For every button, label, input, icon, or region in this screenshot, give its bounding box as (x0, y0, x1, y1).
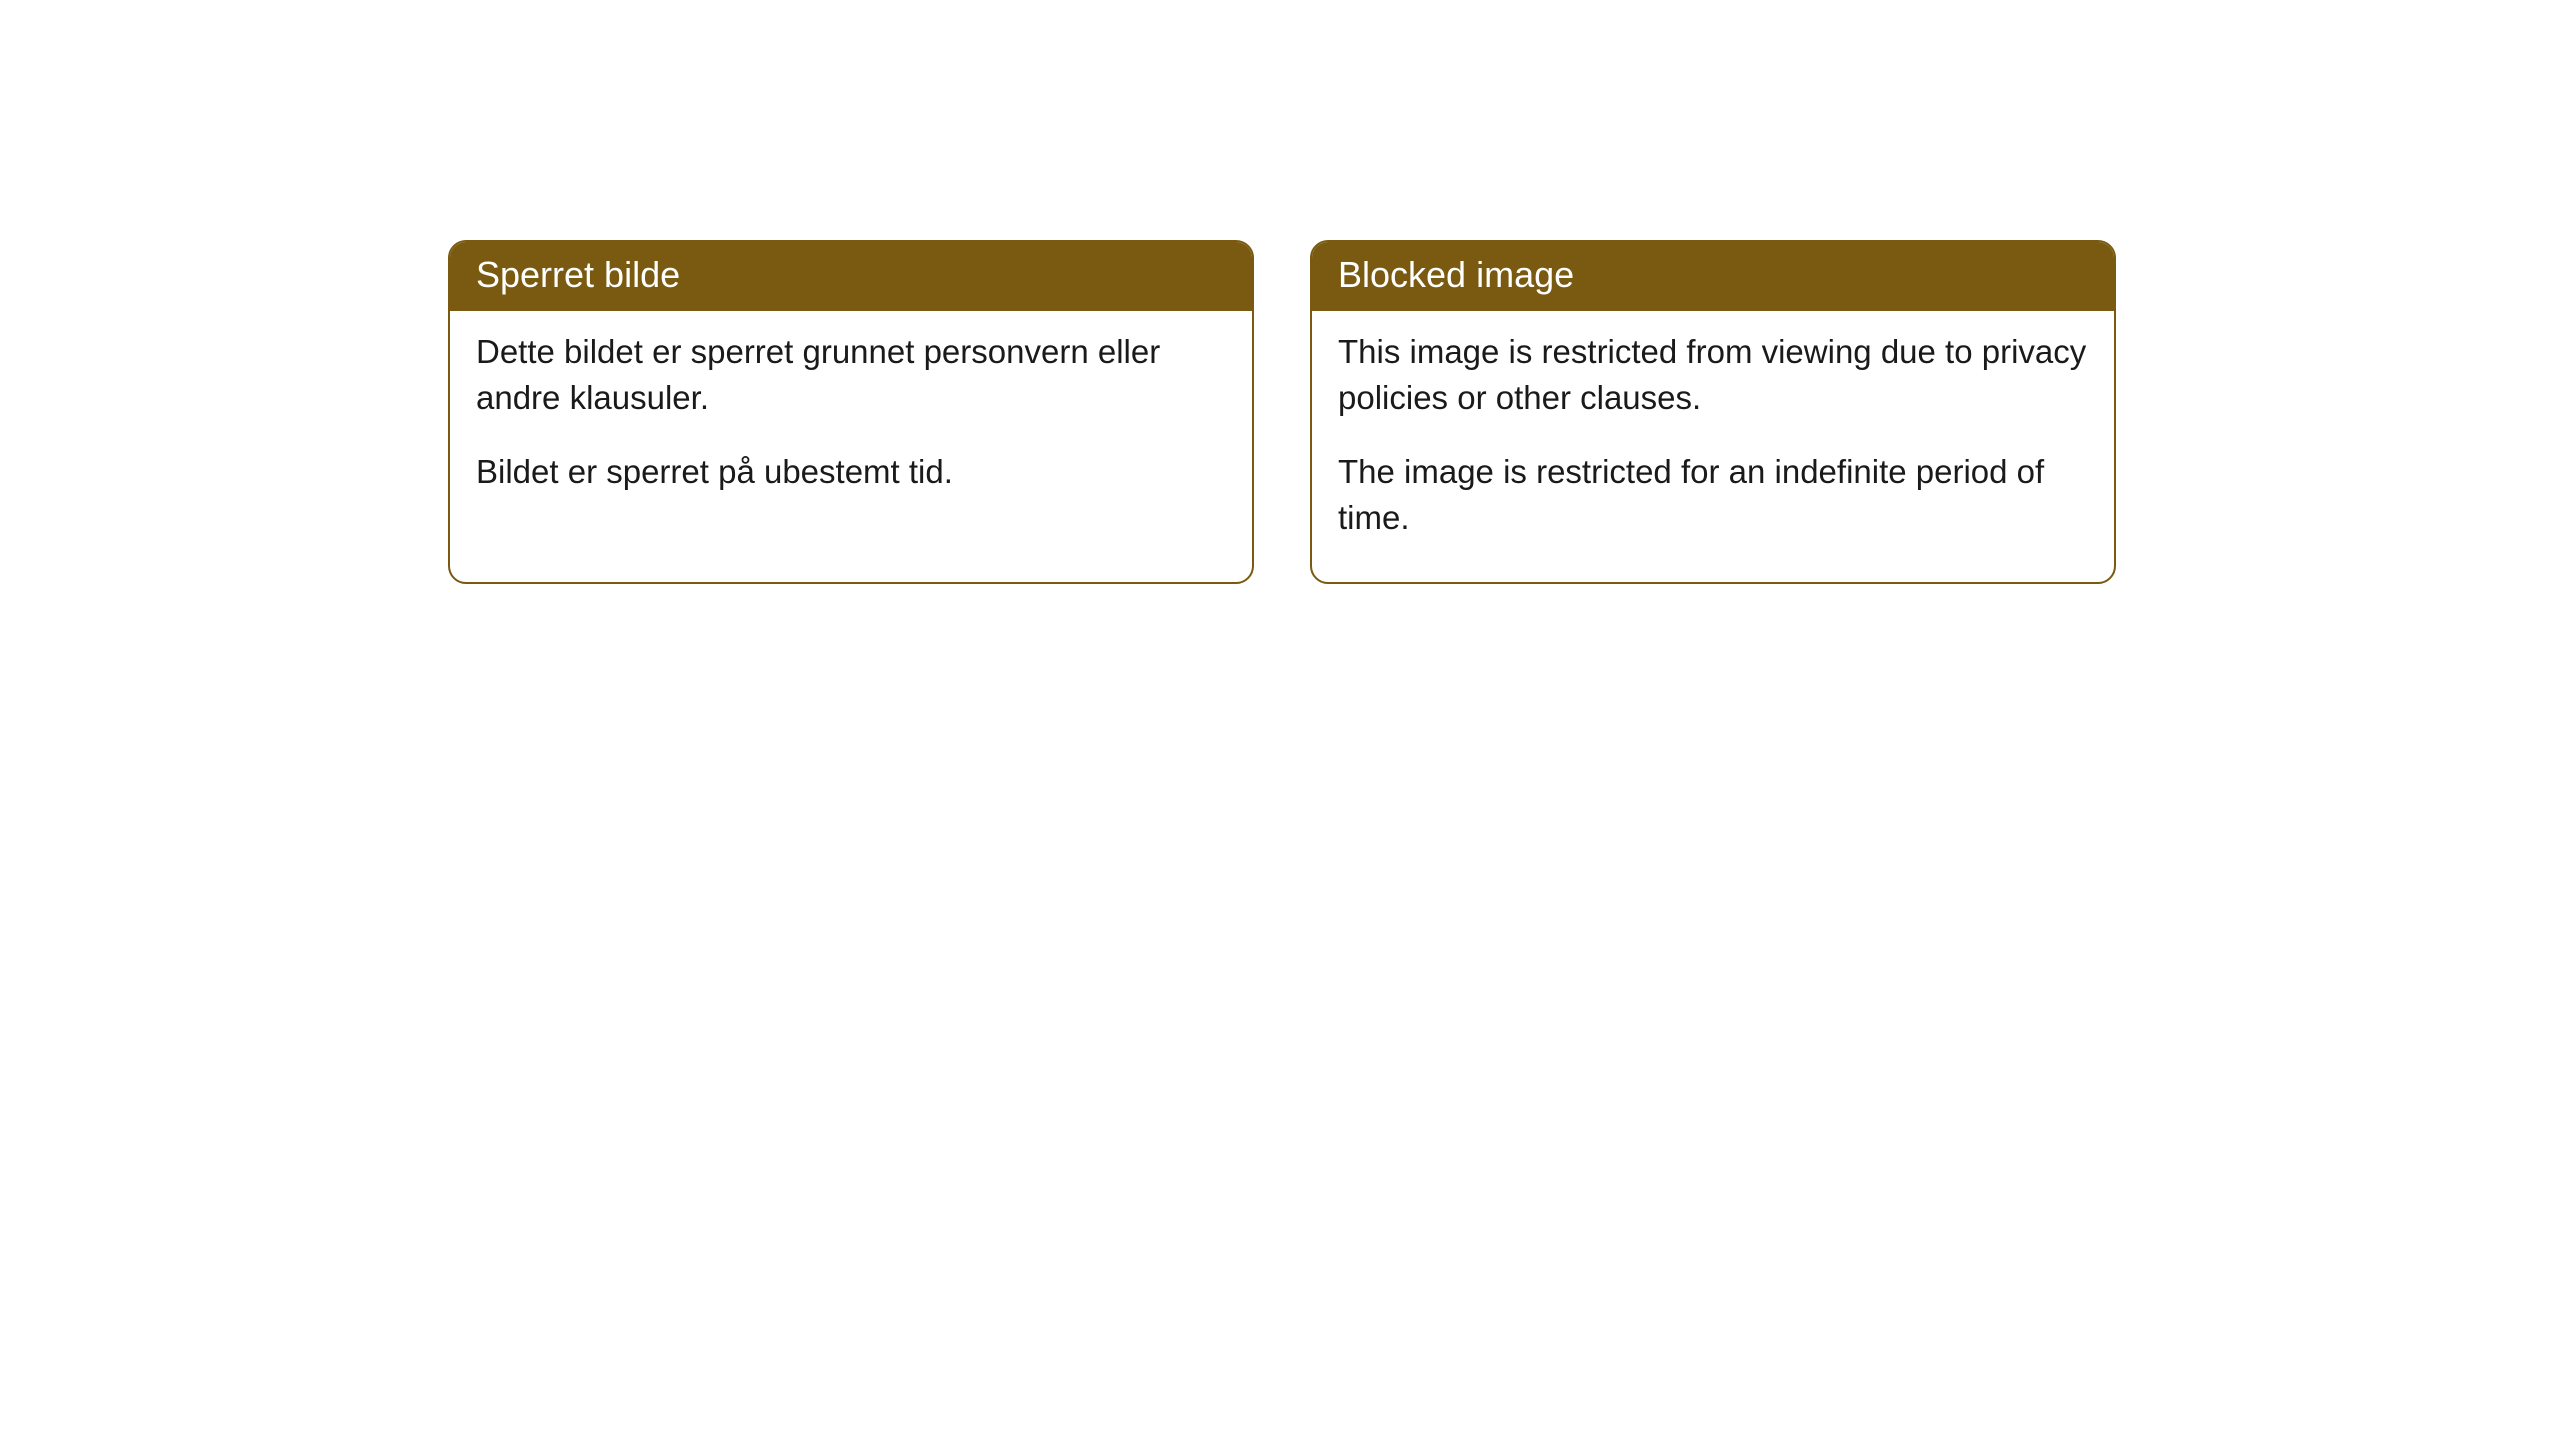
notice-paragraph: Dette bildet er sperret grunnet personve… (476, 329, 1226, 421)
notice-header: Sperret bilde (450, 242, 1252, 311)
notice-header: Blocked image (1312, 242, 2114, 311)
notice-card-norwegian: Sperret bilde Dette bildet er sperret gr… (448, 240, 1254, 584)
notice-paragraph: Bildet er sperret på ubestemt tid. (476, 449, 1226, 495)
notice-container: Sperret bilde Dette bildet er sperret gr… (0, 0, 2560, 584)
notice-body: Dette bildet er sperret grunnet personve… (450, 311, 1252, 536)
notice-paragraph: This image is restricted from viewing du… (1338, 329, 2088, 421)
notice-body: This image is restricted from viewing du… (1312, 311, 2114, 582)
notice-paragraph: The image is restricted for an indefinit… (1338, 449, 2088, 541)
notice-card-english: Blocked image This image is restricted f… (1310, 240, 2116, 584)
